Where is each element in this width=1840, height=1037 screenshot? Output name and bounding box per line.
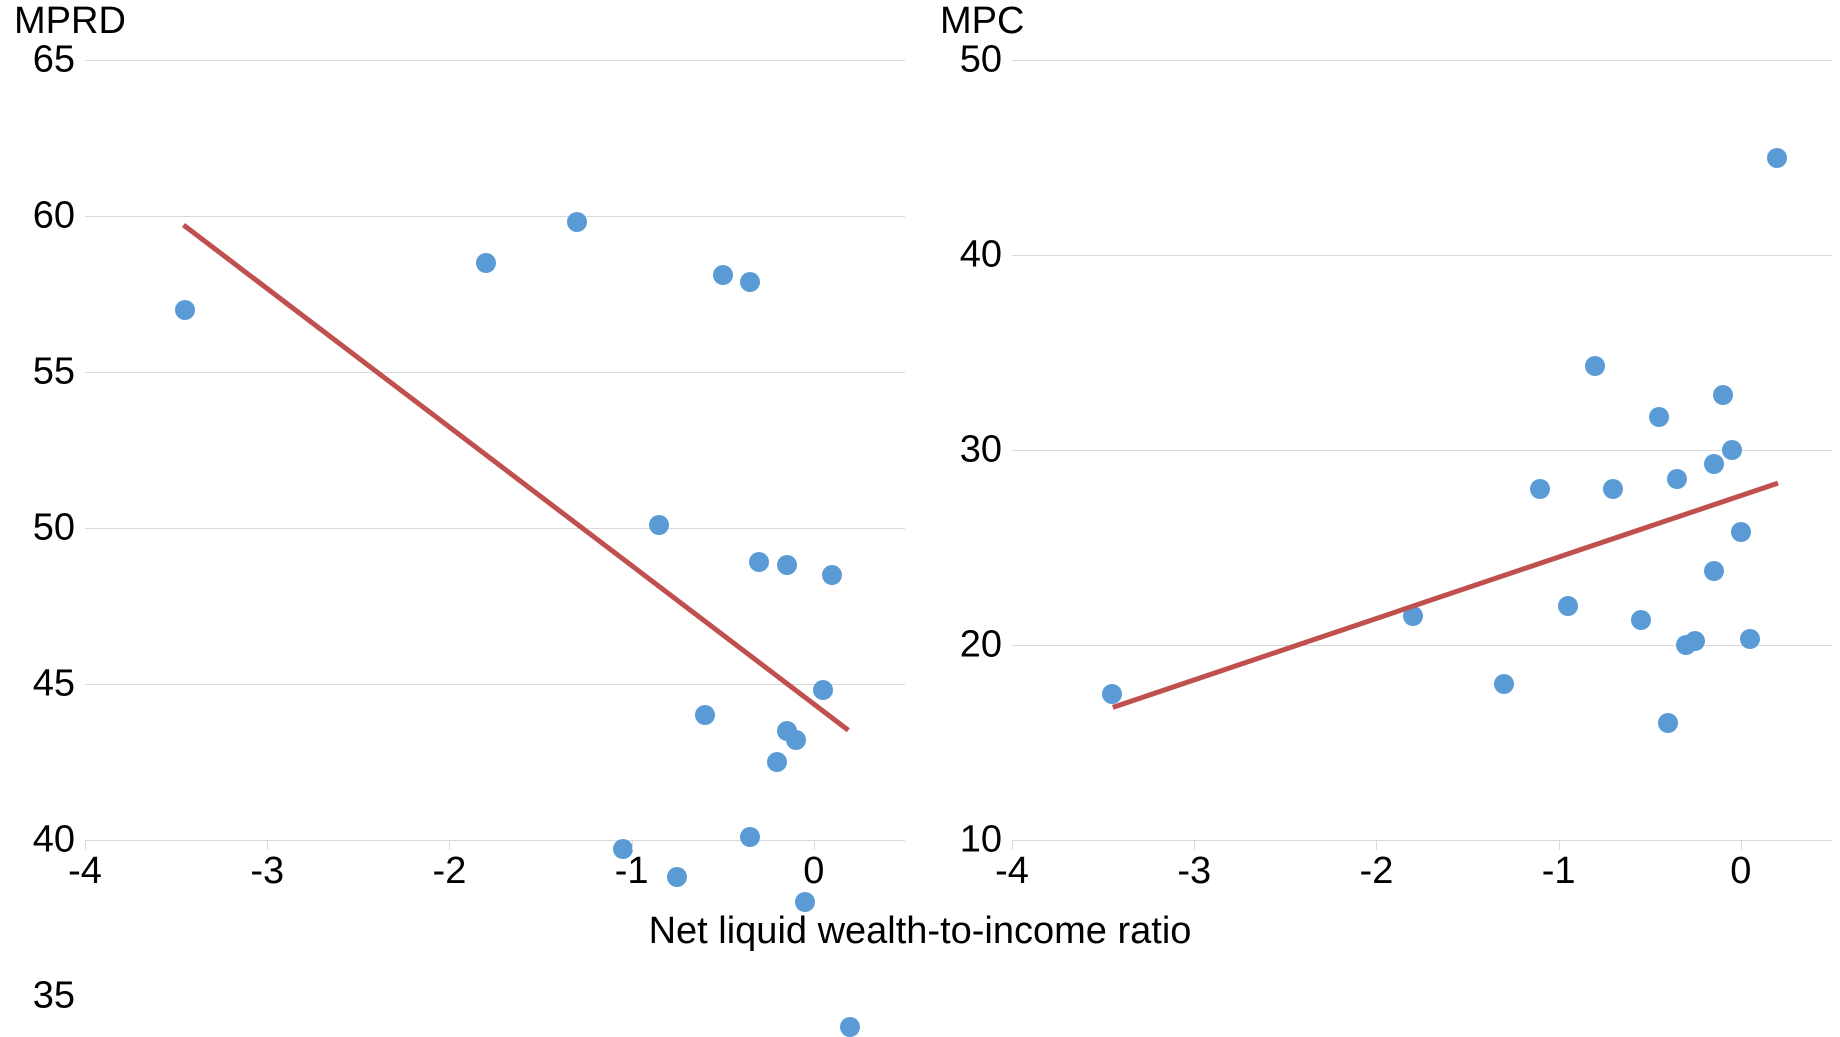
data-point xyxy=(1767,148,1787,168)
data-point xyxy=(777,555,797,575)
data-point xyxy=(1722,440,1742,460)
xtick-label: -2 xyxy=(433,850,467,893)
gridline xyxy=(1012,450,1832,451)
gridline xyxy=(85,684,905,685)
xtick-mark xyxy=(1194,840,1195,850)
trend-line xyxy=(182,223,850,732)
data-point xyxy=(1704,561,1724,581)
data-point xyxy=(1530,479,1550,499)
plot-area-1 xyxy=(1012,60,1832,840)
data-point xyxy=(667,867,687,887)
xtick-mark xyxy=(267,840,268,850)
xtick-label: -3 xyxy=(1177,850,1211,893)
data-point xyxy=(1731,522,1751,542)
xtick-label: -4 xyxy=(68,850,102,893)
xtick-label: -2 xyxy=(1360,850,1394,893)
data-point xyxy=(740,827,760,847)
xtick-mark xyxy=(1012,840,1013,850)
chart-title-0: MPRD xyxy=(14,0,126,43)
data-point xyxy=(1649,407,1669,427)
ytick-label: 35 xyxy=(33,975,75,1018)
xtick-mark xyxy=(814,840,815,850)
data-point xyxy=(1558,596,1578,616)
xtick-label: 0 xyxy=(803,850,824,893)
data-point xyxy=(1603,479,1623,499)
gridline xyxy=(1012,645,1832,646)
xtick-mark xyxy=(449,840,450,850)
xtick-label: -1 xyxy=(1542,850,1576,893)
ytick-label: 20 xyxy=(960,624,1002,667)
chart-title-1: MPC xyxy=(940,0,1024,43)
data-point xyxy=(476,253,496,273)
xtick-label: -4 xyxy=(995,850,1029,893)
xtick-label: 0 xyxy=(1730,850,1751,893)
ytick-label: 30 xyxy=(960,429,1002,472)
trend-line xyxy=(1112,481,1779,710)
ytick-label: 50 xyxy=(33,507,75,550)
xtick-mark xyxy=(1376,840,1377,850)
x-axis-line xyxy=(1012,840,1832,841)
data-point xyxy=(1685,631,1705,651)
data-point xyxy=(1704,454,1724,474)
ytick-label: 65 xyxy=(33,39,75,82)
gridline xyxy=(85,60,905,61)
data-point xyxy=(175,300,195,320)
data-point xyxy=(1585,356,1605,376)
data-point xyxy=(749,552,769,572)
data-point xyxy=(567,212,587,232)
gridline xyxy=(1012,255,1832,256)
data-point xyxy=(767,752,787,772)
ytick-label: 55 xyxy=(33,351,75,394)
data-point xyxy=(786,730,806,750)
gridline xyxy=(1012,60,1832,61)
ytick-label: 60 xyxy=(33,195,75,238)
data-point xyxy=(713,265,733,285)
x-axis-label: Net liquid wealth-to-income ratio xyxy=(0,910,1840,953)
data-point xyxy=(1740,629,1760,649)
xtick-mark xyxy=(85,840,86,850)
ytick-label: 40 xyxy=(960,234,1002,277)
xtick-label: -1 xyxy=(615,850,649,893)
ytick-label: 50 xyxy=(960,39,1002,82)
xtick-mark xyxy=(632,840,633,850)
gridline xyxy=(85,528,905,529)
x-axis-line xyxy=(85,840,905,841)
data-point xyxy=(1713,385,1733,405)
plot-area-0 xyxy=(85,60,905,840)
data-point xyxy=(1631,610,1651,630)
data-point xyxy=(740,272,760,292)
xtick-label: -3 xyxy=(250,850,284,893)
gridline xyxy=(85,372,905,373)
data-point xyxy=(1667,469,1687,489)
gridline xyxy=(85,216,905,217)
data-point xyxy=(840,1017,860,1037)
data-point xyxy=(1102,684,1122,704)
xtick-mark xyxy=(1741,840,1742,850)
data-point xyxy=(822,565,842,585)
xtick-mark xyxy=(1559,840,1560,850)
data-point xyxy=(695,705,715,725)
data-point xyxy=(649,515,669,535)
data-point xyxy=(1658,713,1678,733)
data-point xyxy=(813,680,833,700)
ytick-label: 45 xyxy=(33,663,75,706)
data-point xyxy=(1494,674,1514,694)
